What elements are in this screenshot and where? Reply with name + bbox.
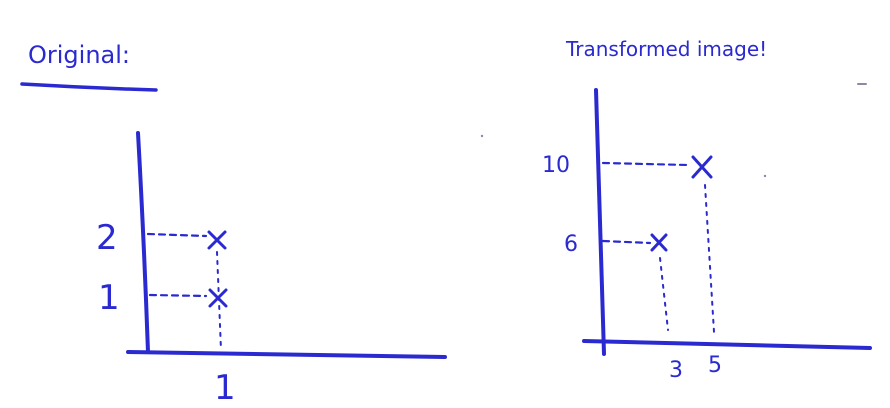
transformed-y-axis (594, 88, 606, 356)
original-panel: Original: 2 1 1 (20, 41, 447, 408)
original-y-tick-1: 1 (98, 278, 120, 318)
transformed-y-tick-10: 10 (542, 153, 570, 178)
transformed-guide-y10 (601, 161, 690, 167)
original-guide-x1 (216, 251, 222, 351)
transformed-point-3-6 (650, 233, 668, 252)
original-y-tick-2: 2 (96, 218, 118, 258)
stray-dot (480, 134, 484, 138)
transformed-title: Transformed image! (565, 37, 767, 61)
transformed-guide-x3 (659, 257, 669, 331)
original-point-1-2 (207, 230, 227, 250)
transformed-point-5-10 (691, 155, 713, 179)
original-title: Original: (28, 41, 130, 69)
stray-dot (763, 174, 767, 178)
original-guide-y2 (146, 232, 208, 238)
original-title-underline (20, 82, 158, 92)
original-x-tick-1: 1 (214, 368, 236, 408)
original-point-1-1 (208, 288, 228, 308)
transformed-x-axis (582, 339, 872, 350)
transformed-y-tick-6: 6 (564, 232, 578, 257)
original-x-axis (126, 350, 447, 359)
transformed-guide-y6 (601, 239, 652, 245)
transformed-x-tick-3: 3 (669, 358, 683, 383)
original-y-axis (136, 131, 150, 354)
transformed-panel: Transformed image! 10 6 3 5 (480, 37, 872, 383)
original-guide-y1 (148, 293, 208, 298)
transformed-guide-x5 (704, 184, 715, 333)
transformed-x-tick-5: 5 (708, 353, 722, 378)
